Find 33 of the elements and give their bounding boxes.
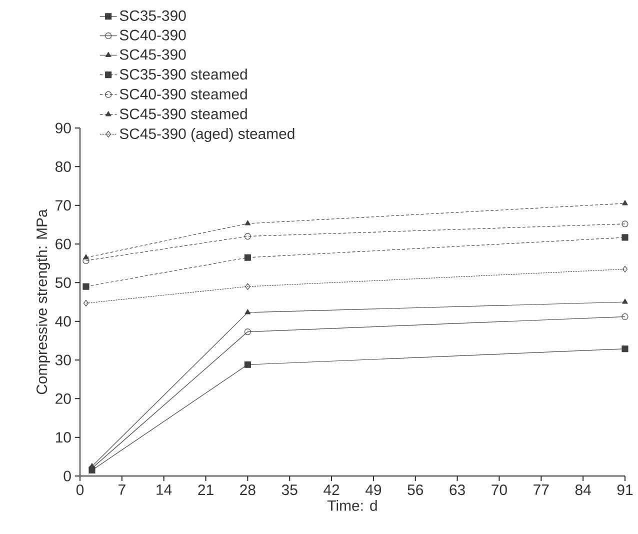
- x-tick-label: 49: [365, 484, 382, 496]
- y-tick-label: 90: [56, 122, 71, 134]
- x-tick-label: 14: [156, 484, 172, 495]
- x-tick-label: 77: [534, 484, 549, 495]
- y-tick-label: 20: [56, 393, 71, 404]
- x-axis-title: Time: d: [328, 500, 377, 511]
- legend-label: SC40-390: [120, 30, 186, 40]
- x-tick-label: 84: [575, 484, 591, 496]
- x-tick-label: 0: [76, 484, 84, 496]
- x-tick-label: 91: [617, 484, 633, 496]
- y-tick-label: 50: [55, 277, 71, 288]
- legend-label: SC45-390: [120, 49, 186, 60]
- y-tick-label: 70: [56, 200, 71, 211]
- x-tick-label: 42: [324, 484, 340, 495]
- y-tick-label: 60: [56, 238, 71, 250]
- y-tick-label: 80: [56, 161, 71, 172]
- x-tick-label: 70: [492, 484, 507, 496]
- y-tick-label: 10: [56, 432, 71, 443]
- legend-label: SC45-390 steamed: [120, 108, 247, 120]
- x-tick-label: 28: [240, 484, 256, 496]
- x-tick-label: 63: [450, 484, 465, 496]
- y-axis-title: Compressive strength: MPa: [36, 209, 50, 394]
- x-tick-label: 35: [282, 484, 298, 496]
- legend-label: SC35-390 steamed: [120, 68, 247, 80]
- x-tick-label: 56: [408, 484, 424, 496]
- legend-label: SC35-390: [120, 10, 186, 21]
- y-tick-label: 40: [55, 316, 71, 327]
- y-tick-label: 0: [64, 470, 71, 482]
- x-tick-label: 21: [198, 484, 214, 495]
- legend-label: SC45-390 (aged) steamed: [120, 128, 294, 142]
- legend-label: SC40-390 steamed: [120, 88, 247, 100]
- y-tick-label: 30: [55, 354, 71, 366]
- x-tick-label: 7: [118, 484, 126, 495]
